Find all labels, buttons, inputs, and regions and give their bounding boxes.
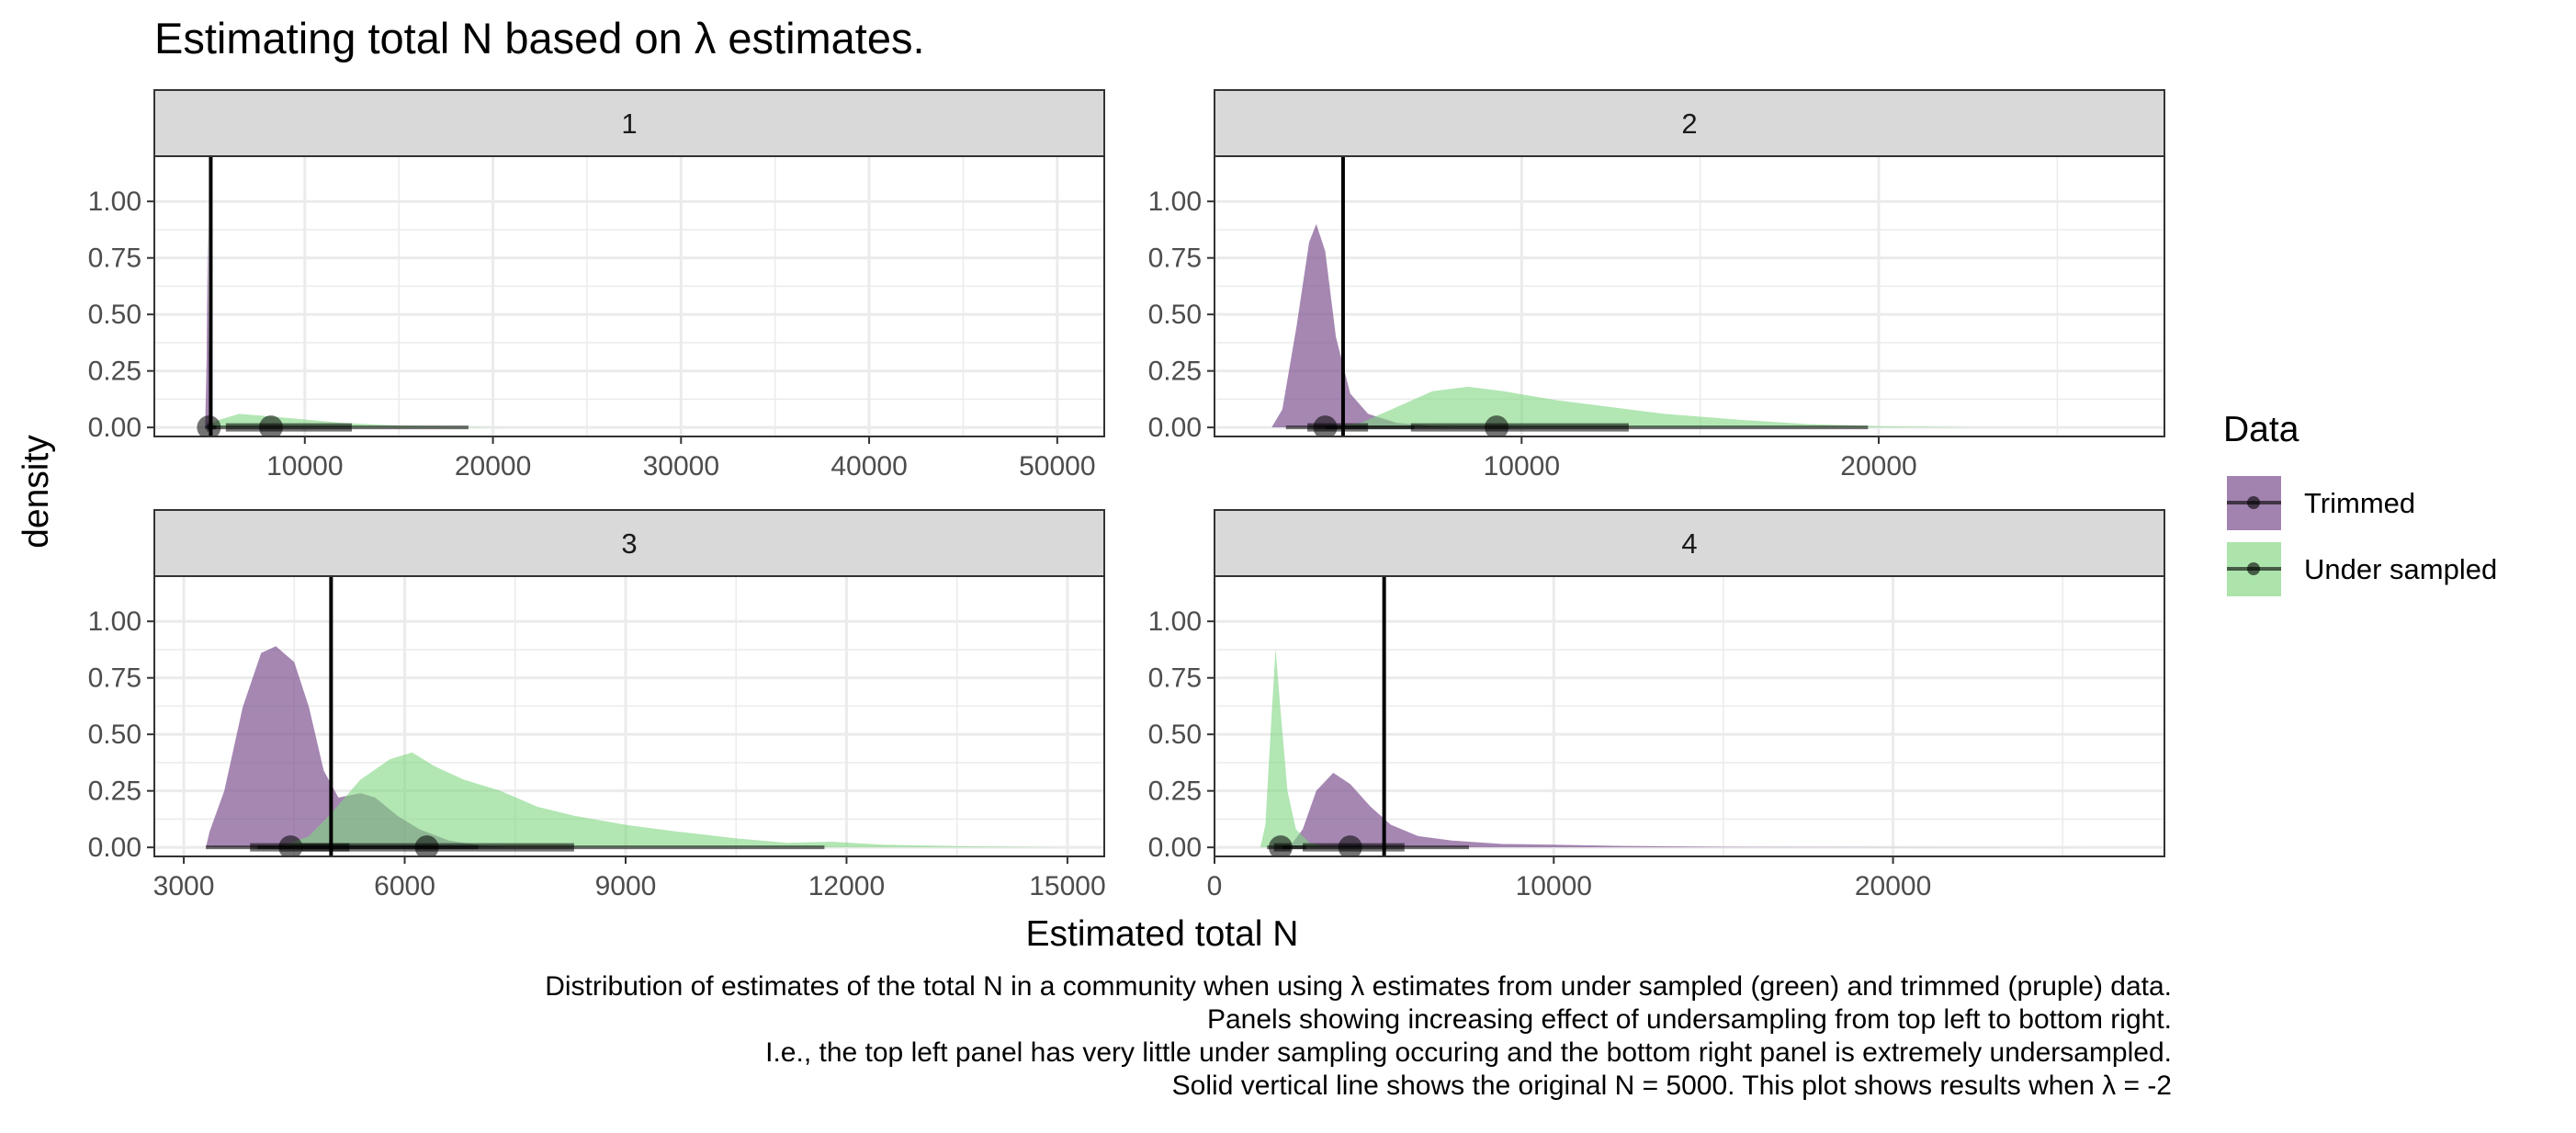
panel-2-border [1214, 155, 2165, 437]
panel-4-y-tick-label: 0.25 [1148, 776, 1202, 807]
chart-title: Estimating total N based on λ estimates. [154, 14, 925, 62]
panel-4-border [1214, 575, 2165, 857]
panel-3-under-sampled-median-point [414, 835, 439, 856]
panel-2-x-tick-label: 20000 [1840, 451, 1916, 482]
panel-4-x-tick-label: 20000 [1855, 871, 1931, 901]
panel-4-trimmed-density [1289, 772, 2131, 848]
panel-4: 4 0.00 0.25 0.50 0.75 1.00 0 10000 20000 [1148, 509, 2165, 901]
panel-1-y-tick-label: 0.25 [88, 357, 141, 387]
panel-1-y-tick-label: 0.00 [88, 413, 141, 443]
legend-label-trimmed: Trimmed [2304, 487, 2415, 519]
panel-1-strip [153, 89, 1105, 157]
legend-item-under-sampled: Under sampled [2227, 542, 2497, 596]
panel-4-under-sampled-density [1260, 648, 1327, 848]
panel-2: 2 0.00 0.25 0.50 0.75 1.00 10000 20000 [1148, 89, 2165, 482]
panel-1-trimmed-density [205, 223, 219, 428]
panel-4-under-sampled-median-point [1269, 835, 1294, 856]
panel-2-under-sampled-median-point [1485, 415, 1509, 436]
panel-4-y-tick-label: 0.50 [1148, 719, 1202, 750]
legend-label-under-sampled: Under sampled [2304, 553, 2497, 585]
panel-3: 3 0.00 0.25 0.50 0.75 1.00 3000 6000 9000 12000 15… [88, 509, 1106, 901]
legend-title: Data [2223, 410, 2299, 449]
panel-4-y-tick-label: 0.75 [1148, 663, 1202, 694]
panel-3-y-tick-label: 1.00 [88, 606, 141, 637]
panel-4-strip-label: 4 [1681, 527, 1697, 560]
panel-3-border [153, 575, 1105, 857]
panel-1: 1 0.00 0.25 0.50 0.75 1.00 10000 20000 30000 4000… [88, 89, 1105, 482]
panel-3-y-tick-label: 0.00 [88, 833, 141, 863]
panel-3-strip-label: 3 [621, 527, 637, 560]
panel-3-y-tick-label: 0.25 [88, 776, 141, 807]
panel-3-x-tick-label: 12000 [808, 871, 885, 901]
panel-1-x-tick-label: 10000 [266, 451, 343, 482]
panel-4-strip [1214, 509, 2165, 577]
panel-4-y-tick-label: 1.00 [1148, 606, 1202, 637]
panel-3-x-tick-label: 9000 [595, 871, 657, 901]
panel-2-strip [1214, 89, 2165, 157]
y-axis-label: density [17, 435, 56, 549]
panel-2-y-tick-label: 1.00 [1148, 187, 1202, 217]
panel-1-plot-area [154, 156, 1104, 436]
panel-2-y-tick-label: 0.50 [1148, 300, 1202, 330]
panel-2-trimmed-density [1271, 223, 1451, 428]
legend-key-under-sampled-point [2247, 562, 2260, 575]
panel-3-x-tick-label: 6000 [374, 871, 435, 901]
panel-2-densities [1271, 156, 1986, 436]
panel-3-under-sampled-density [279, 752, 1068, 848]
panel-4-densities [1260, 576, 2131, 856]
panel-1-y-tick-label: 1.00 [88, 187, 141, 217]
caption-line-3: I.e., the top left panel has very little… [765, 1037, 2172, 1068]
panel-3-y-tick-label: 0.75 [88, 663, 141, 694]
panel-3-x-tick-label: 3000 [153, 871, 215, 901]
panel-1-border [153, 155, 1105, 437]
panel-3-x-tick-label: 15000 [1029, 871, 1105, 901]
panel-2-y-tick-label: 0.25 [1148, 357, 1202, 387]
panel-2-y-tick-label: 0.00 [1148, 413, 1202, 443]
panel-3-trimmed-density [206, 646, 508, 848]
legend-item-trimmed: Trimmed [2227, 476, 2415, 530]
panel-1-strip-label: 1 [621, 108, 637, 140]
legend-key-trimmed-point [2247, 496, 2260, 509]
panel-3-y-tick-label: 0.50 [88, 719, 141, 750]
panel-2-x-tick-label: 10000 [1484, 451, 1560, 482]
panel-1-under-sampled-median-point [258, 415, 283, 436]
caption-line-2: Panels showing increasing effect of unde… [1206, 1004, 2172, 1035]
panel-1-densities [197, 156, 513, 436]
panel-1-x-tick-label: 30000 [643, 451, 719, 482]
legend: Data Trimmed Under sampled [2223, 410, 2497, 596]
panel-1-x-tick-label: 40000 [830, 451, 907, 482]
caption-line-4: Solid vertical line shows the original N… [1171, 1071, 2172, 1101]
panel-1-y-tick-label: 0.50 [88, 300, 141, 330]
panel-2-y-tick-label: 0.75 [1148, 244, 1202, 274]
panel-1-x-tick-label: 50000 [1019, 451, 1095, 482]
x-axis-label: Estimated total N [1026, 914, 1299, 954]
panel-2-plot-area [1215, 156, 2164, 436]
panel-1-y-tick-label: 0.75 [88, 244, 141, 274]
caption-line-1: Distribution of estimates of the total N… [545, 971, 2172, 1002]
panel-2-strip-label: 2 [1681, 108, 1697, 140]
panel-4-x-tick-label: 0 [1207, 871, 1223, 901]
panel-1-trimmed-median-point [197, 415, 221, 436]
panel-4-trimmed-median-point [1338, 835, 1362, 856]
panel-1-x-tick-label: 20000 [455, 451, 531, 482]
panel-4-y-tick-label: 0.00 [1148, 833, 1202, 863]
panel-3-densities [206, 576, 1068, 856]
panel-4-x-tick-label: 10000 [1516, 871, 1592, 901]
